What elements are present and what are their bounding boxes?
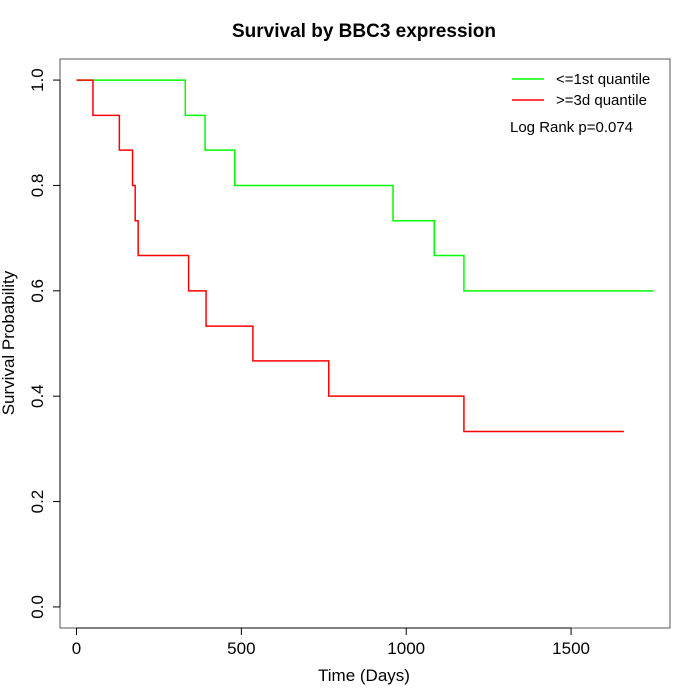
x-tick-label: 0 [72,639,81,658]
series-line-high-quantile [76,79,624,433]
y-tick-label: 0.8 [28,174,47,198]
x-tick-label: 1500 [552,639,590,658]
y-axis: 0.0 0.2 0.4 0.6 0.8 1.0 [28,68,61,619]
legend-label-low: <=1st quantile [556,71,650,88]
log-rank-annotation: Log Rank p=0.074 [510,119,633,136]
y-tick-label: 0.2 [28,490,47,514]
y-tick-label: 0.6 [28,279,47,303]
legend-label-high: >=3d quantile [556,92,647,109]
y-axis-label: Survival Probability [0,270,18,415]
chart-title: Survival by BBC3 expression [232,21,496,42]
y-tick-label: 0.0 [28,595,47,619]
x-tick-label: 1000 [387,639,425,658]
x-axis-label: Time (Days) [318,666,410,685]
x-tick-label: 500 [227,639,255,658]
series-line-low-quantile [76,79,654,292]
y-tick-label: 1.0 [28,68,47,92]
plot-frame [59,58,671,629]
series-layer [76,79,654,433]
y-tick-label: 0.4 [28,384,47,408]
legend: <=1st quantile >=3d quantile [512,71,650,109]
x-axis: 0 500 1000 1500 [72,627,590,658]
